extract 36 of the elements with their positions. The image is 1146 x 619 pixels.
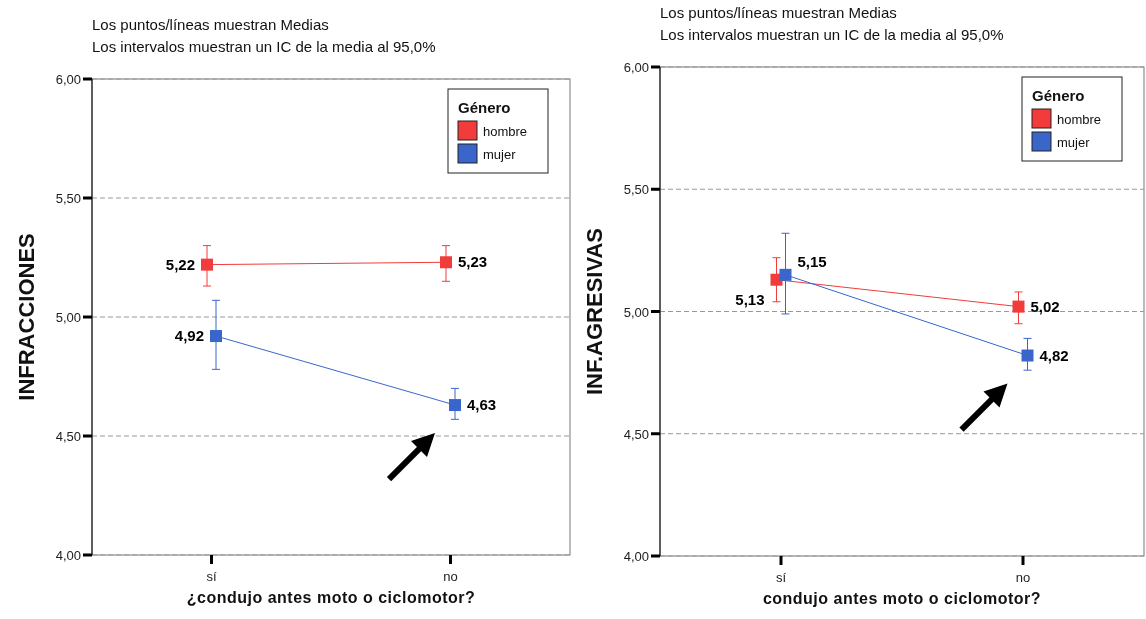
y-tick-label: 4,50 — [623, 426, 649, 442]
x-tick-label: sí — [206, 569, 217, 584]
y-tick-label: 6,00 — [623, 60, 649, 75]
y-tick-label: 4,00 — [623, 549, 649, 564]
legend-title: Género — [1032, 87, 1085, 104]
y-tick-label: 4,00 — [55, 548, 81, 563]
legend-title: Género — [458, 99, 511, 116]
y-axis-title: INFRACCIONES — [14, 233, 39, 401]
y-axis-title: INF.AGRESIVAS — [582, 227, 607, 396]
legend-label: hombre — [1057, 112, 1102, 127]
data-label: 4,63 — [467, 396, 497, 414]
y-tick-label: 5,00 — [55, 310, 81, 325]
data-label: 5,02 — [1030, 297, 1060, 315]
x-axis-title: ¿condujo antes moto o ciclomotor? — [186, 589, 476, 606]
data-label: 5,22 — [165, 255, 195, 273]
data-label: 5,23 — [458, 253, 488, 271]
y-tick-label: 4,50 — [55, 429, 81, 444]
x-tick-label: no — [443, 569, 458, 584]
legend-label: hombre — [483, 124, 528, 139]
y-tick-label: 5,00 — [623, 304, 649, 320]
chart-subtitle: Los intervalos muestran un IC de la media al 95,0% — [92, 38, 436, 55]
data-label: 4,82 — [1039, 346, 1069, 364]
y-tick-label: 6,00 — [55, 72, 81, 87]
legend-label: mujer — [483, 147, 517, 162]
chart-title: Los puntos/líneas muestran Medias — [660, 4, 897, 21]
chart-subtitle: Los intervalos muestran un IC de la media al 95,0% — [660, 26, 1004, 43]
legend-label: mujer — [1057, 135, 1091, 150]
data-label: 4,92 — [174, 327, 204, 345]
x-tick-label: sí — [775, 570, 787, 585]
x-axis-title: condujo antes moto o ciclomotor? — [762, 590, 1042, 607]
data-label: 5,13 — [735, 290, 765, 308]
chart-title: Los puntos/líneas muestran Medias — [92, 16, 329, 33]
data-label: 5,15 — [797, 252, 827, 270]
y-tick-label: 5,50 — [623, 182, 649, 198]
x-tick-label: no — [1015, 570, 1031, 585]
y-tick-label: 5,50 — [55, 191, 81, 206]
